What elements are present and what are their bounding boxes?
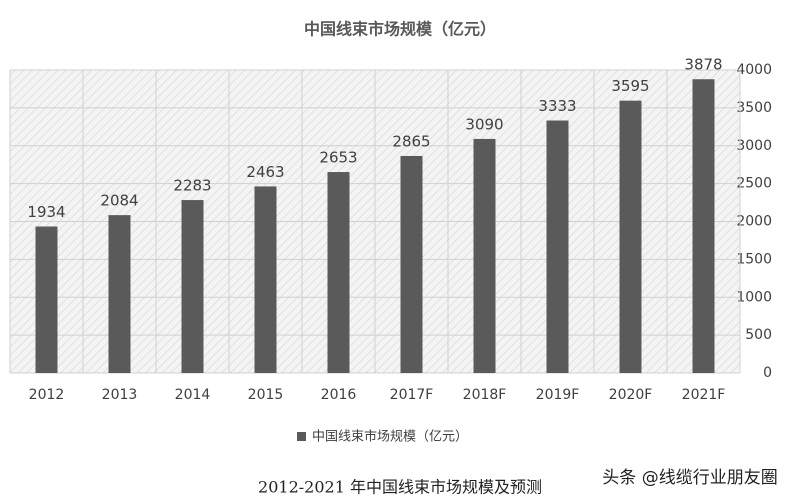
bar xyxy=(692,79,715,373)
value-label: 3595 xyxy=(611,77,649,95)
value-label: 2463 xyxy=(246,163,284,181)
y-tick-label: 0 xyxy=(763,365,772,381)
x-tick-label: 2021F xyxy=(682,387,726,403)
x-tick-label: 2014 xyxy=(175,387,211,403)
bar xyxy=(473,138,496,373)
y-tick-label: 4000 xyxy=(736,62,772,78)
y-tick-label: 1000 xyxy=(736,289,772,305)
chart-title: 中国线束市场规模（亿元） xyxy=(304,20,496,39)
y-tick-label: 3000 xyxy=(736,138,772,154)
x-tick-label: 2019F xyxy=(536,387,580,403)
value-label: 2653 xyxy=(319,149,357,167)
y-tick-label: 1500 xyxy=(736,251,772,267)
x-tick-label: 2017F xyxy=(390,387,434,403)
value-label: 3878 xyxy=(684,56,722,74)
y-tick-label: 500 xyxy=(745,327,772,343)
value-label: 3333 xyxy=(538,97,576,115)
y-tick-label: 2000 xyxy=(736,214,772,230)
caption: 2012-2021 年中国线束市场规模及预测 xyxy=(258,478,542,497)
bar xyxy=(619,100,642,374)
legend-swatch xyxy=(297,432,306,441)
x-tick-label: 2020F xyxy=(609,387,653,403)
value-label: 1934 xyxy=(27,203,65,221)
bar xyxy=(400,155,423,373)
bar xyxy=(35,226,58,373)
x-tick-label: 2013 xyxy=(102,387,138,403)
watermark: 头条 @线缆行业朋友圈 xyxy=(602,468,777,488)
x-tick-label: 2018F xyxy=(463,387,507,403)
bar xyxy=(546,120,569,373)
bar xyxy=(108,215,131,373)
y-tick-label: 3500 xyxy=(736,100,772,116)
value-label: 2865 xyxy=(392,132,430,150)
value-label: 2283 xyxy=(173,177,211,195)
y-tick-label: 2500 xyxy=(736,176,772,192)
bar xyxy=(254,186,277,373)
x-tick-label: 2012 xyxy=(29,387,65,403)
bar xyxy=(181,200,204,373)
bar xyxy=(327,172,350,373)
x-tick-label: 2016 xyxy=(321,387,357,403)
value-label: 2084 xyxy=(100,192,138,210)
legend-label: 中国线束市场规模（亿元） xyxy=(312,429,468,445)
x-tick-label: 2015 xyxy=(248,387,284,403)
value-label: 3090 xyxy=(465,115,503,133)
